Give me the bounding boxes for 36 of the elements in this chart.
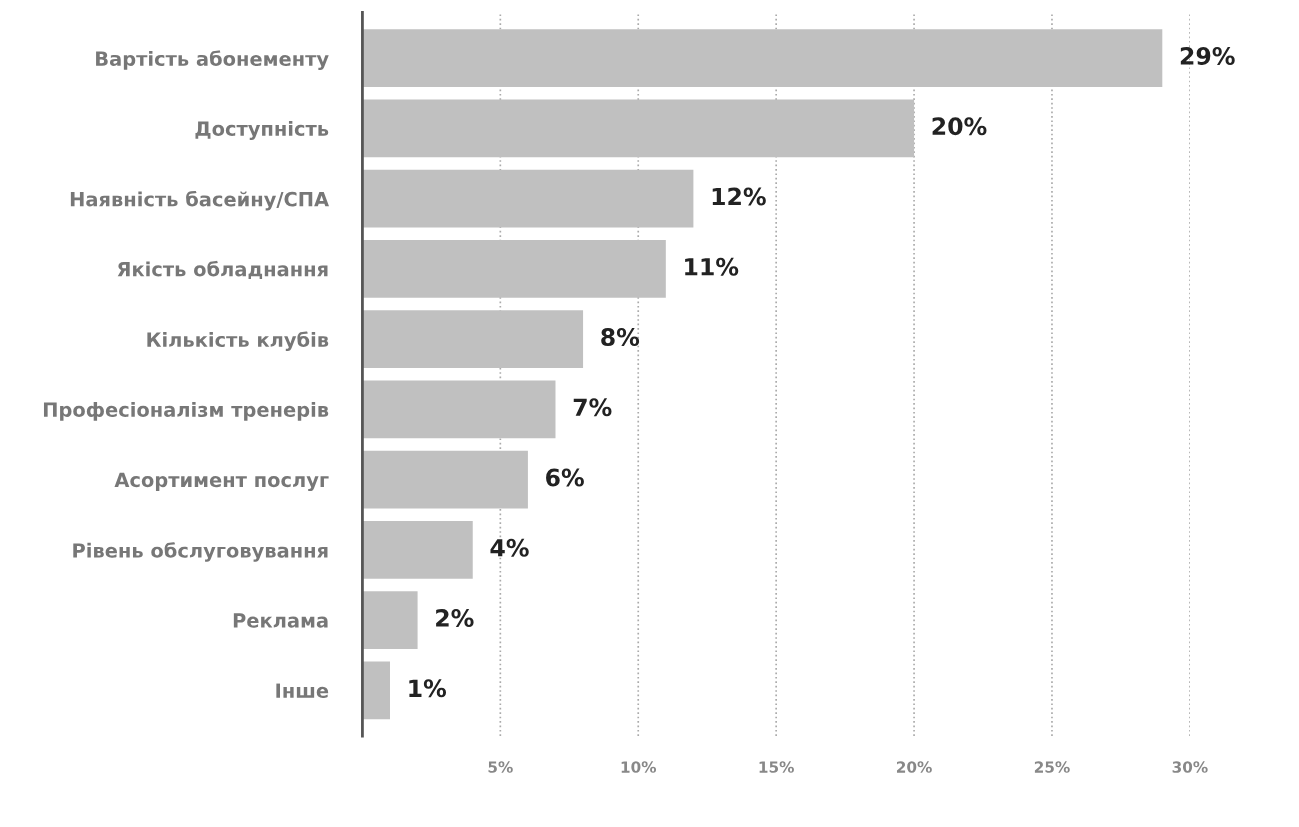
x-tick-label: 5% <box>488 761 513 773</box>
bar <box>362 380 556 439</box>
bar <box>362 240 666 298</box>
data-label: 11% <box>685 257 739 276</box>
y-tick-label: Якість обладнання <box>117 260 328 279</box>
data-label: 12% <box>712 187 766 206</box>
data-label: 6% <box>546 468 584 487</box>
y-tick-label: Кількість клубів <box>147 331 329 351</box>
y-tick-label: Реклама <box>233 613 328 628</box>
data-label: 8% <box>601 328 640 346</box>
y-tick-label: Інше <box>276 683 329 699</box>
data-label: 29% <box>1180 47 1235 65</box>
y-tick-label: Доступність <box>195 120 329 140</box>
x-tick-label: 10% <box>621 761 657 773</box>
bar <box>362 99 915 158</box>
bar <box>362 450 528 509</box>
y-tick-label: Наявність басейну/СПА <box>70 190 329 211</box>
bar <box>362 521 473 579</box>
bar <box>362 591 418 649</box>
bar <box>362 310 584 368</box>
y-tick-label: Професіоналізм тренерів <box>43 401 329 421</box>
x-tick-label: 30% <box>1172 761 1208 773</box>
data-label: 2% <box>436 609 474 627</box>
y-tick-label: Вартість абонементу <box>96 50 329 70</box>
y-tick-label: Асортимент послуг <box>114 472 329 492</box>
x-tick-label: 25% <box>1034 761 1070 773</box>
x-tick-label: 20% <box>896 761 932 773</box>
data-label: 4% <box>490 538 529 557</box>
bar <box>362 661 390 720</box>
y-tick-label: Рівень обслуговування <box>73 542 328 562</box>
data-label: 20% <box>932 117 987 136</box>
bar <box>362 29 1163 87</box>
x-tick-label: 15% <box>759 761 794 773</box>
data-label: 1% <box>409 679 446 698</box>
data-label: 7% <box>573 398 612 417</box>
bar <box>362 169 694 228</box>
